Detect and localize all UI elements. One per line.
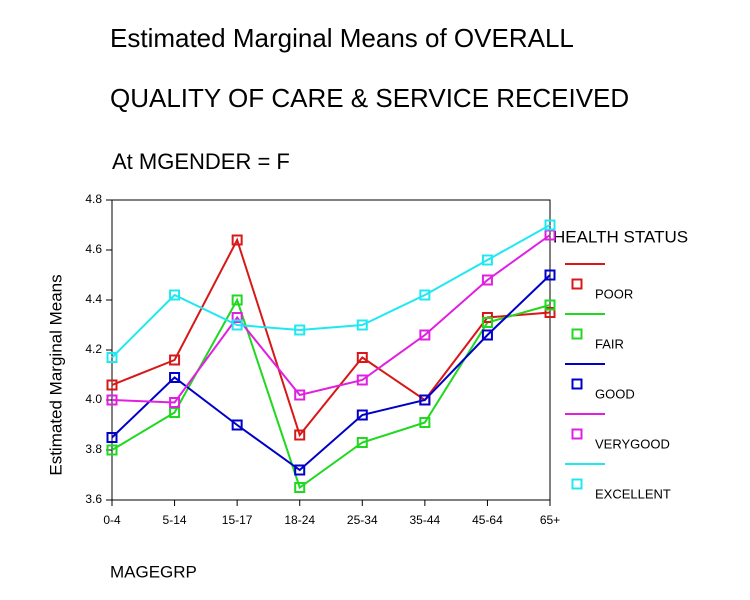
point-marker: [106, 394, 118, 406]
point-marker: [294, 482, 306, 493]
point-marker: [419, 329, 431, 341]
point-marker: [231, 319, 243, 331]
series-line: [111, 237, 551, 438]
chart-title: Estimated Marginal Means of OVERALL: [110, 23, 574, 53]
point-marker: [544, 219, 556, 231]
point-marker: [419, 394, 431, 406]
point-marker: [481, 274, 493, 286]
legend-label: EXCELLENT: [595, 486, 671, 501]
point-marker: [356, 319, 368, 331]
x-tick-label: 5-14: [163, 513, 187, 527]
y-tick-label: 4.6: [85, 242, 102, 256]
point-marker: [106, 444, 118, 456]
point-marker: [169, 397, 181, 408]
series-line: [111, 234, 551, 404]
point-marker: [356, 374, 368, 386]
y-axis-label: Estimated Marginal Means: [46, 274, 65, 475]
chart-subtitle: At MGENDER = F: [112, 149, 290, 174]
point-marker: [481, 254, 493, 266]
point-marker: [169, 372, 181, 383]
point-marker: [106, 379, 118, 391]
point-marker: [231, 312, 243, 323]
legend-label: POOR: [595, 286, 633, 301]
legend-marker: [571, 428, 583, 440]
x-tick-label: 65+: [540, 513, 560, 527]
legend-label: FAIR: [595, 336, 624, 351]
series-line: [111, 224, 551, 359]
legend-label: VERYGOOD: [595, 436, 670, 451]
x-tick-label: 45-64: [472, 513, 503, 527]
y-tick-label: 3.6: [85, 492, 102, 506]
y-tick-label: 4.0: [85, 392, 102, 406]
x-tick-label: 18-24: [284, 513, 315, 527]
y-tick-label: 3.8: [85, 442, 102, 456]
legend-marker: [571, 478, 583, 490]
point-marker: [481, 329, 493, 341]
x-tick-label: 35-44: [410, 513, 441, 527]
legend-title: HEALTH STATUS: [553, 227, 688, 246]
point-marker: [544, 307, 556, 318]
chart-title: QUALITY OF CARE & SERVICE RECEIVED: [110, 83, 629, 113]
point-marker: [294, 429, 306, 441]
point-marker: [294, 389, 306, 401]
legend-marker: [571, 278, 583, 290]
point-marker: [294, 464, 306, 476]
x-tick-label: 25-34: [347, 513, 378, 527]
plot-frame: [111, 199, 551, 501]
legend-marker: [571, 328, 583, 340]
point-marker: [419, 289, 431, 301]
x-tick-label: 0-4: [103, 513, 121, 527]
point-marker: [106, 432, 118, 443]
point-marker: [356, 437, 368, 448]
series-line: [111, 297, 551, 490]
legend-marker: [571, 378, 583, 390]
x-axis-label: MAGEGRP: [110, 562, 197, 581]
point-marker: [356, 409, 368, 421]
point-marker: [106, 352, 118, 363]
point-marker: [544, 299, 556, 311]
point-marker: [544, 269, 556, 281]
point-marker: [294, 324, 306, 336]
y-tick-label: 4.2: [85, 342, 102, 356]
y-tick-label: 4.8: [85, 192, 102, 206]
point-marker: [231, 294, 243, 306]
point-marker: [481, 317, 493, 328]
point-marker: [169, 354, 181, 366]
point-marker: [419, 417, 431, 428]
point-marker: [169, 289, 181, 301]
y-tick-label: 4.4: [85, 292, 102, 306]
point-marker: [231, 234, 243, 246]
point-marker: [356, 352, 368, 363]
x-tick-label: 15-17: [222, 513, 253, 527]
point-marker: [231, 419, 243, 431]
legend-label: GOOD: [595, 386, 635, 401]
series-line: [111, 274, 551, 472]
